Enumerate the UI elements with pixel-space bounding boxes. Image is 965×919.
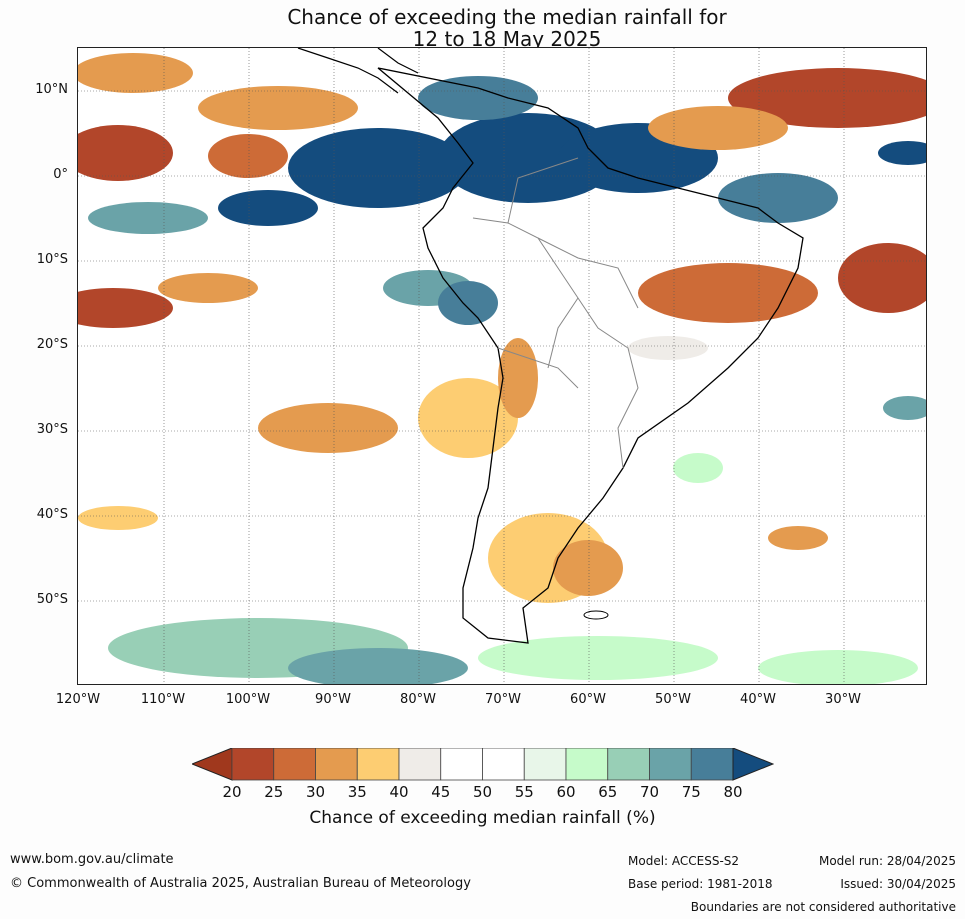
probability-field: [78, 53, 926, 684]
lon-label-60w: 60°W: [570, 692, 606, 707]
footer-issued: Issued: 30/04/2025: [840, 877, 956, 891]
colorbar-segment: [565, 748, 609, 781]
footer-copyright: © Commonwealth of Australia 2025, Austra…: [10, 876, 471, 891]
colorbar-segment: [649, 748, 692, 781]
footer-model-run: Model run: 28/04/2025: [818, 854, 956, 868]
lat-label-0: 0°: [53, 167, 68, 182]
colorbar-tick-label: 80: [723, 783, 743, 801]
falkland-islands: [583, 610, 609, 620]
footer-url: www.bom.gov.au/climate: [10, 852, 174, 867]
colorbar-segment: [398, 748, 442, 781]
colorbar-tick-label: 70: [639, 783, 660, 801]
lon-label-40w: 40°W: [740, 692, 776, 707]
colorbar-tick-label: 20: [222, 783, 242, 801]
colorbar-segment: [482, 748, 525, 781]
rainfall-map-svg: [78, 48, 926, 684]
south-america-coastline: [377, 67, 804, 644]
colorbar-tick-label: 30: [305, 783, 326, 801]
lat-label-10n: 10°N: [35, 82, 68, 97]
lon-label-80w: 80°W: [400, 692, 436, 707]
central-america-coastline: [297, 48, 419, 94]
lon-label-70w: 70°W: [485, 692, 521, 707]
lon-label-50w: 50°W: [655, 692, 691, 707]
colorbar-label: Chance of exceeding median rainfall (%): [309, 808, 656, 828]
map-title-line2: 12 to 18 May 2025: [412, 27, 602, 51]
colorbar: [192, 748, 774, 781]
rainfall-map: [77, 47, 927, 685]
colorbar-tick-label: 50: [472, 783, 493, 801]
country-borders: [472, 157, 639, 469]
colorbar-segment: [523, 748, 567, 781]
lon-label-30w: 30°W: [825, 692, 861, 707]
lat-label-20s: 20°S: [36, 337, 68, 352]
colorbar-tick-label: 40: [389, 783, 409, 801]
colorbar-tick-label: 65: [598, 783, 618, 801]
colorbar-segment: [273, 748, 316, 781]
colorbar-segment: [231, 748, 275, 781]
colorbar-tick-label: 25: [264, 783, 284, 801]
colorbar-tick-label: 75: [681, 783, 701, 801]
lon-label-110w: 110°W: [140, 692, 186, 707]
colorbar-extend-high: [732, 748, 774, 781]
lon-label-100w: 100°W: [225, 692, 271, 707]
colorbar-tick-label: 60: [556, 783, 576, 801]
lon-label-120w: 120°W: [55, 692, 101, 707]
colorbar-segment: [356, 748, 400, 781]
colorbar-tick-label: 45: [431, 783, 451, 801]
lat-label-10s: 10°S: [36, 252, 68, 267]
footer-base-period: Base period: 1981-2018: [628, 877, 773, 891]
lat-label-40s: 40°S: [36, 507, 68, 522]
colorbar-tick-label: 35: [347, 783, 367, 801]
lat-label-30s: 30°S: [36, 422, 68, 437]
colorbar-segment: [440, 748, 483, 781]
colorbar-segment: [607, 748, 650, 781]
lon-label-90w: 90°W: [315, 692, 351, 707]
graticule: [78, 48, 926, 684]
colorbar-segment: [690, 748, 734, 781]
colorbar-extend-low: [192, 748, 233, 781]
footer-model: Model: ACCESS-S2: [628, 854, 740, 868]
colorbar-segment: [315, 748, 358, 781]
colorbar-tick-label: 55: [514, 783, 534, 801]
map-title-line1: Chance of exceeding the median rainfall …: [287, 5, 727, 29]
lat-label-50s: 50°S: [36, 592, 68, 607]
footer-disclaimer: Boundaries are not considered authoritat…: [690, 900, 956, 914]
